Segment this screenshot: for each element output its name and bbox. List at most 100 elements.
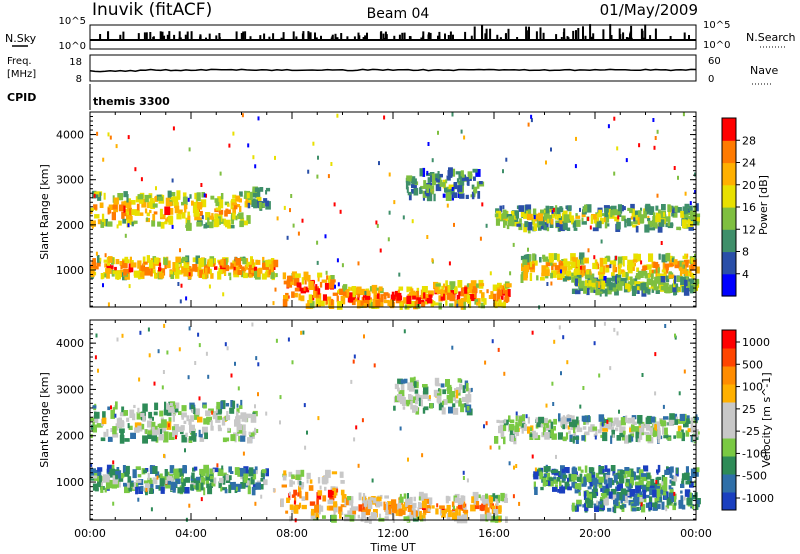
data-cell-0-7-0	[581, 221, 587, 225]
data-cell-1-3-117	[457, 498, 462, 505]
time-tick-label-0: 00:00	[74, 527, 106, 540]
data-cell-0-8-152	[565, 276, 571, 280]
data-cell-1-0-158	[180, 425, 185, 431]
speckle-0-21	[587, 216, 590, 221]
speckle-0-30	[219, 171, 222, 176]
data-cell-1-1-47	[178, 468, 184, 477]
speckle-0-54	[205, 193, 207, 198]
data-cell-0-8-162	[674, 261, 680, 269]
data-cell-0-9-25	[571, 288, 578, 294]
data-cell-1-3-88	[384, 516, 389, 520]
data-cell-0-7-254	[682, 206, 687, 215]
data-cell-0-7-214	[599, 220, 602, 228]
data-cell-1-5-103	[616, 435, 622, 441]
data-cell-1-0-32	[147, 433, 152, 439]
data-cell-1-7-132	[661, 501, 665, 510]
data-cell-0-7-38	[553, 207, 557, 217]
colorbar-segment-0-5	[722, 162, 736, 186]
speckle-0-9	[613, 116, 616, 121]
data-cell-1-0-192	[172, 414, 175, 422]
data-cell-1-7-155	[649, 487, 655, 496]
data-cell-1-3-190	[362, 503, 365, 510]
data-cell-0-1-20	[253, 203, 258, 209]
ytick-label-0-1: 2000	[56, 219, 84, 232]
data-cell-1-0-31	[112, 432, 119, 438]
nsky-bar-129	[429, 32, 432, 40]
data-cell-0-2-196	[205, 267, 208, 275]
data-cell-0-4-114	[336, 301, 343, 310]
nsky-bar-33	[137, 33, 140, 40]
speckle-1-69	[163, 323, 166, 328]
data-cell-0-4-39	[412, 294, 418, 300]
nsky-bar-121	[145, 32, 148, 40]
data-cell-0-9-73	[650, 284, 655, 289]
data-cell-1-4-91	[452, 407, 459, 415]
data-cell-1-5-208	[631, 436, 634, 442]
speckle-1-175	[242, 451, 245, 456]
data-cell-1-4-67	[466, 406, 470, 411]
data-cell-1-6-139	[564, 467, 570, 474]
data-cell-0-0-188	[239, 220, 244, 228]
data-cell-0-5-9	[486, 289, 489, 294]
data-cell-1-1-212	[135, 486, 139, 495]
data-cell-0-7-207	[527, 209, 532, 219]
data-cell-0-8-108	[556, 273, 563, 278]
speckle-0-28	[185, 296, 188, 301]
data-cell-1-5-263	[598, 429, 602, 434]
speckle-0-56	[398, 272, 401, 277]
data-cell-1-1-221	[147, 472, 150, 480]
data-cell-0-4-97	[351, 300, 356, 306]
speckle-1-15	[153, 381, 156, 386]
nsky-bar-138	[199, 36, 202, 40]
data-cell-0-4-18	[343, 284, 348, 293]
speckle-0-86	[316, 240, 319, 245]
data-cell-0-6-56	[461, 180, 464, 186]
data-cell-0-0-96	[217, 196, 223, 203]
data-cell-0-9-154	[683, 287, 690, 296]
data-cell-0-5-14	[454, 300, 461, 306]
data-cell-0-0-18	[218, 199, 224, 209]
data-cell-0-4-124	[349, 292, 356, 300]
data-cell-0-0-123	[232, 194, 237, 199]
data-cell-1-3-63	[446, 504, 451, 512]
data-cell-0-2-211	[101, 274, 105, 279]
data-cell-0-7-261	[637, 210, 642, 218]
data-cell-1-5-80	[515, 415, 519, 422]
data-cell-1-6-121	[586, 473, 592, 482]
data-cell-1-1-225	[237, 470, 240, 476]
data-cell-1-6-56	[625, 475, 628, 479]
data-cell-1-7-59	[658, 489, 664, 495]
data-cell-1-0-75	[241, 431, 247, 437]
data-cell-0-0-85	[176, 213, 182, 220]
data-cell-0-0-40	[181, 212, 186, 219]
speckle-0-67	[654, 136, 657, 140]
speckle-0-106	[327, 174, 330, 179]
data-cell-0-9-166	[640, 282, 647, 291]
data-cell-0-0-212	[196, 221, 202, 227]
data-cell-0-7-237	[591, 214, 597, 220]
colorbar-segment-1-4	[722, 420, 736, 439]
data-cell-1-5-219	[619, 432, 625, 438]
data-cell-1-1-125	[100, 486, 104, 493]
data-cell-1-0-165	[232, 400, 236, 409]
data-cell-1-5-250	[527, 416, 530, 424]
speckle-0-53	[301, 218, 304, 223]
data-cell-0-7-224	[585, 204, 592, 213]
data-cell-1-1-189	[182, 465, 187, 474]
data-cell-1-3-165	[422, 513, 426, 519]
data-cell-1-3-194	[363, 499, 368, 507]
speckle-0-141	[247, 143, 250, 148]
speckle-1-163	[306, 479, 309, 484]
data-cell-0-2-161	[109, 265, 114, 269]
nsky-bar-66	[403, 32, 406, 40]
data-cell-1-4-52	[462, 385, 466, 393]
data-cell-0-8-101	[685, 270, 689, 277]
data-cell-1-7-164	[652, 489, 657, 498]
data-cell-1-3-217	[407, 505, 412, 512]
data-cell-1-0-1	[173, 402, 180, 409]
data-cell-1-1-173	[199, 476, 205, 483]
data-cell-1-6-170	[613, 474, 618, 483]
data-cell-1-3-98	[470, 504, 476, 512]
data-cell-1-4-96	[434, 377, 440, 386]
